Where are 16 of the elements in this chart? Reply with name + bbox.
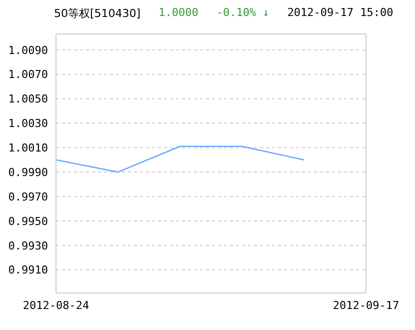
y-tick-label: 0.9970	[8, 190, 48, 204]
text: 1.0000	[158, 6, 198, 21]
x-tick-label: 2012-09-17	[332, 298, 400, 312]
y-tick-label: 1.0090	[8, 44, 48, 57]
chart-title: 50等权[510430]	[54, 6, 141, 21]
y-tick-label: 1.0070	[8, 68, 48, 82]
y-tick-label: 0.9930	[8, 239, 48, 252]
y-tick-label: 1.0010	[8, 142, 48, 155]
text: -0.10% ↓	[216, 6, 270, 21]
y-tick-label: 0.9990	[8, 166, 48, 179]
y-tick-label: 1.0050	[8, 92, 48, 106]
y-tick-label: 1.0030	[8, 117, 48, 130]
x-tick-label: 2012-08-24	[22, 298, 90, 312]
text: 2012-09-17 15:00	[287, 6, 394, 21]
y-tick-label: 0.9910	[8, 264, 48, 277]
y-tick-label: 0.9950	[8, 214, 48, 228]
